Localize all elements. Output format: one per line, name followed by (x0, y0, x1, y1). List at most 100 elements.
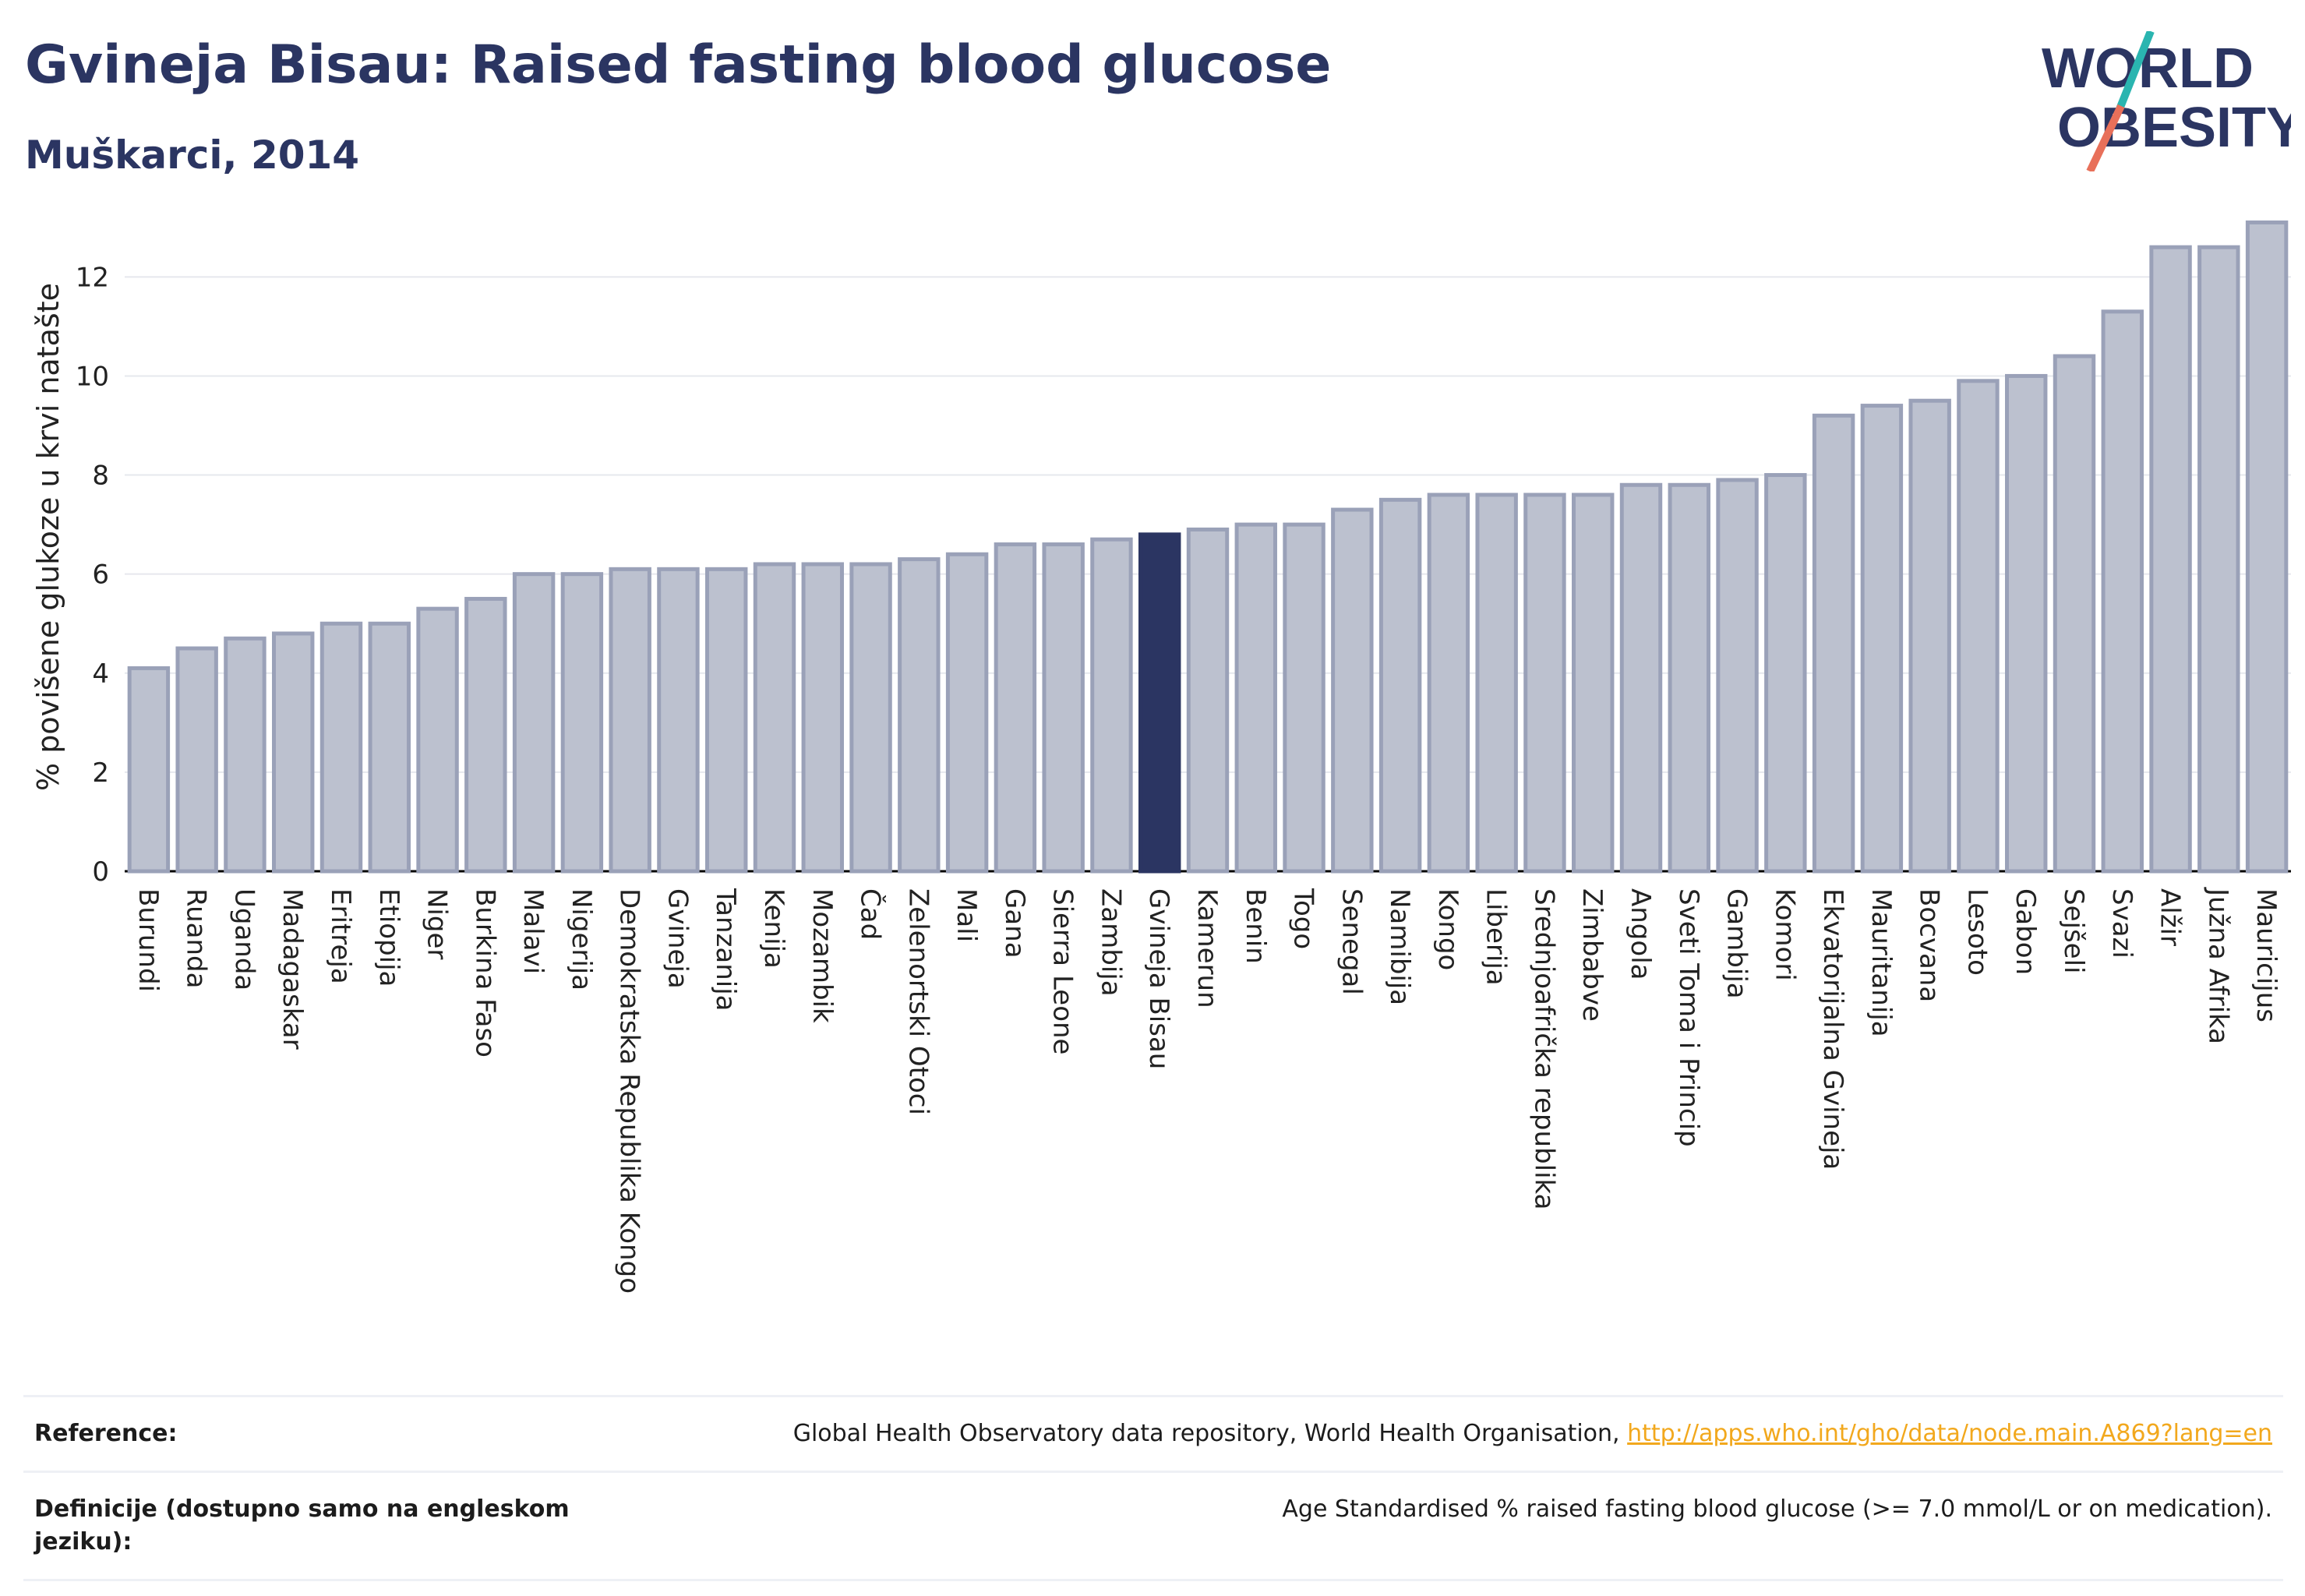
x-tick-label: Mozambik (807, 888, 838, 1023)
reference-link[interactable]: http://apps.who.int/gho/data/node.main.A… (1627, 1420, 2272, 1447)
bar (224, 636, 267, 874)
bar (2101, 309, 2144, 874)
definition-label: Definicije (dostupno samo na engleskom j… (34, 1495, 570, 1555)
x-tick-label: Uganda (228, 888, 259, 990)
x-tick-label: Nigerija (566, 888, 597, 990)
definition-value: Age Standardised % raised fasting blood … (1282, 1495, 2272, 1523)
x-tick-label: Zimbabve (1576, 888, 1608, 1022)
bar (657, 567, 700, 874)
bar (416, 606, 459, 874)
x-tick-label: Sierra Leone (1047, 888, 1078, 1054)
bar (2245, 220, 2289, 874)
definition-row: Definicije (dostupno samo na engleskom j… (23, 1471, 2283, 1581)
x-tick-label: Kamerun (1191, 888, 1223, 1008)
y-tick-label: 12 (76, 262, 109, 293)
x-tick-label: Srednjoafrička republika (1528, 888, 1559, 1209)
bar (1716, 478, 1759, 874)
x-tick-label: Liberija (1481, 888, 1512, 986)
bar (705, 567, 748, 874)
x-tick-label: Togo (1288, 888, 1319, 949)
bar (801, 562, 844, 874)
x-tick-label: Ruanda (181, 888, 212, 988)
bar (1812, 413, 1855, 874)
world-obesity-logo: WORLD OBESITY (2042, 31, 2291, 171)
bar (127, 666, 171, 874)
x-tick-label: Etiopija (373, 888, 404, 987)
x-tick-label: Gvineja (662, 888, 693, 989)
bar (319, 621, 363, 874)
x-tick-label: Burundi (132, 888, 164, 992)
bar (753, 562, 796, 874)
bar (1378, 497, 1422, 874)
bar (1572, 493, 1615, 874)
x-tick-label: Namibija (1384, 888, 1415, 1005)
x-tick-label: Gambija (1721, 888, 1753, 999)
chart-subtitle: Muškarci, 2014 (25, 132, 360, 178)
bar (1957, 379, 2000, 874)
x-tick-label: Zambija (1095, 888, 1126, 997)
bar (1619, 482, 1663, 874)
bar (1234, 522, 1277, 874)
x-tick-label: Benin (1240, 888, 1271, 964)
x-tick-label: Demokratska Republika Kongo (614, 888, 645, 1294)
x-tick-label: Alžir (2155, 888, 2186, 946)
x-tick-label: Južna Afrika (2202, 887, 2233, 1044)
x-tick-label: Sveti Toma i Princip (1673, 888, 1704, 1147)
x-tick-label: Gabon (2010, 888, 2041, 975)
bar (2005, 373, 2048, 874)
bar (1427, 493, 1470, 874)
bar (994, 542, 1037, 874)
reference-row: Reference: Global Health Observatory dat… (23, 1395, 2283, 1471)
x-tick-label: Eritreja (325, 888, 356, 984)
x-tick-label: Gana (999, 888, 1030, 959)
bar (1523, 493, 1566, 874)
bar (272, 631, 315, 874)
bar (560, 572, 604, 874)
x-tick-label: Malavi (517, 888, 549, 974)
x-tick-label: Komori (1769, 888, 1800, 981)
chart-title: Gvineja Bisau: Raised fasting blood gluc… (25, 34, 1332, 96)
x-tick-label: Lesoto (1961, 888, 1993, 976)
bar (1860, 404, 1904, 874)
x-tick-label: Gvineja Bisau (1143, 888, 1174, 1069)
x-tick-label: Mauritanija (1866, 888, 1897, 1037)
y-tick-label: 6 (92, 560, 109, 591)
y-tick-label: 4 (92, 659, 109, 690)
bar-chart: 0 2 4 6 8 10 12 % povišene glukoze u krvi nataš… (31, 220, 2291, 1294)
bar (2149, 245, 2192, 874)
x-tick-label: Madagaskar (277, 888, 308, 1050)
info-table: Reference: Global Health Observatory dat… (23, 1395, 2283, 1581)
bar (1090, 537, 1133, 874)
x-tick-label: Sejšeli (2058, 888, 2089, 973)
bar (1186, 527, 1230, 874)
bar (898, 557, 941, 874)
bar (945, 552, 989, 874)
x-tick-label: Senegal (1336, 888, 1367, 995)
y-tick-label: 2 (92, 757, 109, 789)
logo-slash-teal (2116, 31, 2155, 111)
bar (1764, 473, 1807, 874)
reference-label: Reference: (34, 1420, 178, 1447)
logo-word-obesity: OBESITY (2057, 97, 2291, 159)
x-tick-label: Angola (1625, 888, 1656, 980)
y-tick-label: 10 (76, 361, 109, 392)
bar (2053, 354, 2096, 874)
x-tick-label: Ekvatorijalna Gvineja (1817, 888, 1848, 1170)
x-tick-label: Mali (951, 888, 982, 942)
bar (368, 621, 411, 874)
reference-value: Global Health Observatory data repositor… (793, 1418, 2272, 1450)
logo-slash-red (2086, 104, 2125, 171)
bar (1138, 532, 1181, 874)
x-tick-label: Svazi (2106, 888, 2137, 959)
x-tick-label: Bocvana (1914, 888, 1945, 1002)
bar (1331, 507, 1374, 874)
bar (1283, 522, 1325, 874)
bar (175, 646, 218, 874)
x-tick-label: Kongo (1432, 888, 1463, 970)
x-tick-label: Čad (855, 888, 887, 940)
bar (1475, 493, 1518, 874)
bar (2197, 245, 2240, 874)
x-tick-label: Burkina Faso (469, 888, 500, 1058)
bar (512, 572, 556, 874)
bar (1042, 542, 1085, 874)
